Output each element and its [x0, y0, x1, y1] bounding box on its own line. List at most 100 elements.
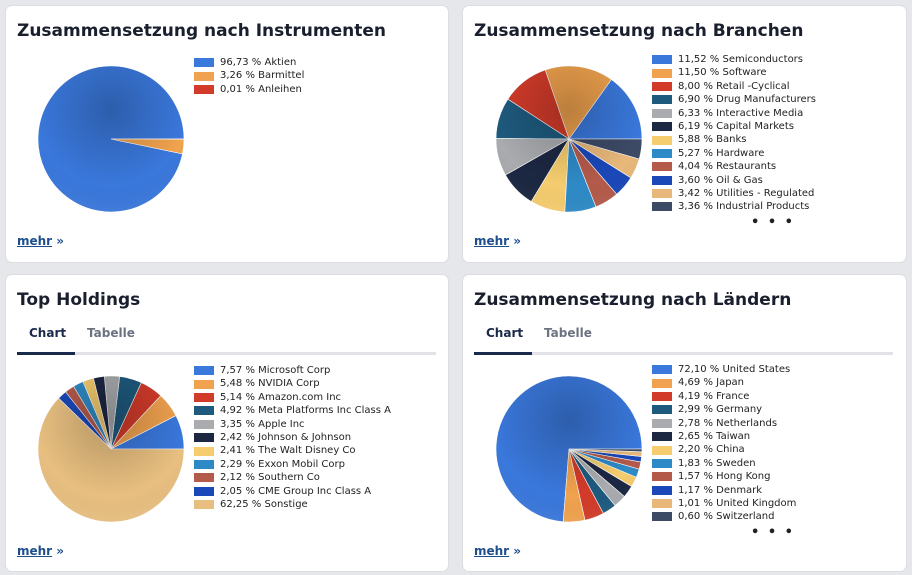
tab-bar: Chart Tabelle — [17, 321, 436, 355]
legend-instruments: 96,73 % Aktien 3,26 % Barmittel 0,01 % Anl… — [194, 56, 304, 96]
legend-item-denmark: 1,17 % Denmark — [652, 484, 796, 497]
more-link[interactable]: mehr » — [474, 544, 521, 558]
legend-swatch — [652, 445, 672, 455]
legend-swatch — [194, 419, 214, 429]
tab-track — [474, 352, 893, 355]
tab-table[interactable]: Tabelle — [87, 326, 135, 340]
legend-label: 4,92 % Meta Platforms Inc Class A — [220, 405, 391, 417]
legend-item-banks: 5,88 % Banks — [652, 133, 816, 146]
legend-swatch — [194, 366, 214, 376]
legend-label: 62,25 % Sonstige — [220, 498, 308, 510]
legend-label: 2,42 % Johnson & Johnson — [220, 431, 352, 443]
card-title: Zusammensetzung nach Branchen — [474, 21, 804, 41]
legend-label: 2,05 % CME Group Inc Class A — [220, 485, 372, 497]
legend-item-software: 11,50 % Software — [652, 66, 816, 79]
legend-swatch — [652, 391, 672, 401]
more-link-label: mehr — [17, 234, 53, 248]
legend-countries: 72,10 % United States 4,69 % Japan 4,19 % … — [652, 363, 796, 524]
tab-table[interactable]: Tabelle — [544, 326, 592, 340]
tab-active-indicator — [474, 352, 532, 355]
legend-label: 3,36 % Industrial Products — [678, 201, 810, 213]
tab-bar: Chart Tabelle — [474, 321, 893, 355]
legend-item-amazon-com-inc: 5,14 % Amazon.com Inc — [194, 391, 391, 404]
legend-swatch — [652, 95, 672, 105]
legend-more-dots: • • • — [751, 215, 795, 230]
double-chevron-right-icon: » — [513, 234, 522, 248]
legend-label: 11,50 % Software — [678, 67, 767, 79]
legend-item-japan: 4,69 % Japan — [652, 376, 796, 389]
legend-label: 0,01 % Anleihen — [220, 83, 302, 95]
more-link[interactable]: mehr » — [17, 544, 64, 558]
legend-item-the-walt-disney-co: 2,41 % The Walt Disney Co — [194, 444, 391, 457]
pie-chart-sectors — [495, 65, 643, 213]
legend-label: 1,17 % Denmark — [678, 484, 763, 496]
legend-item-industrial-products: 3,36 % Industrial Products — [652, 200, 816, 213]
legend-item-sonstige: 62,25 % Sonstige — [194, 498, 391, 511]
legend-item-germany: 2,99 % Germany — [652, 403, 796, 416]
legend-item-united-states: 72,10 % United States — [652, 363, 796, 376]
legend-item-exxon-mobil-corp: 2,29 % Exxon Mobil Corp — [194, 458, 391, 471]
legend-label: 4,19 % France — [678, 390, 750, 402]
legend-label: 1,57 % Hong Kong — [678, 471, 771, 483]
legend-label: 3,42 % Utilities - Regulated — [678, 187, 815, 199]
legend-swatch — [194, 406, 214, 416]
card-title: Top Holdings — [17, 290, 141, 310]
legend-label: 2,12 % Southern Co — [220, 472, 320, 484]
tab-chart[interactable]: Chart — [486, 326, 524, 340]
legend-label: 2,65 % Taiwan — [678, 430, 751, 442]
legend-label: 2,41 % The Walt Disney Co — [220, 445, 356, 457]
legend-label: 5,48 % NVIDIA Corp — [220, 378, 320, 390]
legend-item-drug-manufacturers: 6,90 % Drug Manufacturers — [652, 93, 816, 106]
tab-active-indicator — [17, 352, 75, 355]
more-link-label: mehr — [474, 234, 510, 248]
tab-chart[interactable]: Chart — [29, 326, 67, 340]
more-link[interactable]: mehr » — [17, 234, 64, 248]
legend-label: 5,14 % Amazon.com Inc — [220, 391, 342, 403]
legend-swatch — [652, 365, 672, 375]
legend-swatch — [194, 379, 214, 389]
legend-item-microsoft-corp: 7,57 % Microsoft Corp — [194, 364, 391, 377]
legend-label: 96,73 % Aktien — [220, 57, 297, 68]
legend-label: 0,60 % Switzerland — [678, 511, 775, 523]
legend-item-oil-gas: 3,60 % Oil & Gas — [652, 174, 816, 187]
legend-swatch — [652, 472, 672, 482]
legend-item-semiconductors: 11,52 % Semiconductors — [652, 53, 816, 66]
legend-label: 6,33 % Interactive Media — [678, 107, 804, 119]
legend-swatch — [194, 392, 214, 402]
legend-label: 2,20 % China — [678, 444, 745, 456]
legend-swatch — [194, 84, 214, 94]
more-link[interactable]: mehr » — [474, 234, 521, 248]
legend-item-netherlands: 2,78 % Netherlands — [652, 417, 796, 430]
legend-swatch — [652, 68, 672, 78]
legend-label: 1,01 % United Kingdom — [678, 497, 797, 509]
legend-item-barmittel: 3,26 % Barmittel — [194, 69, 304, 82]
legend-swatch — [194, 433, 214, 443]
legend-label: 8,00 % Retail -Cyclical — [678, 80, 790, 92]
legend-item-restaurants: 4,04 % Restaurants — [652, 160, 816, 173]
legend-sectors: 11,52 % Semiconductors 11,50 % Software 8,… — [652, 53, 816, 214]
legend-item-china: 2,20 % China — [652, 443, 796, 456]
legend-item-switzerland: 0,60 % Switzerland — [652, 510, 796, 523]
legend-swatch — [652, 485, 672, 495]
legend-top-holdings: 7,57 % Microsoft Corp 5,48 % NVIDIA Corp 5… — [194, 364, 391, 511]
legend-swatch — [652, 122, 672, 132]
legend-label: 7,57 % Microsoft Corp — [220, 365, 331, 376]
legend-swatch — [652, 458, 672, 468]
legend-label: 6,90 % Drug Manufacturers — [678, 94, 817, 106]
legend-swatch — [652, 162, 672, 172]
pie-chart-instruments — [37, 65, 185, 213]
legend-item-united-kingdom: 1,01 % United Kingdom — [652, 497, 796, 510]
legend-item-sweden: 1,83 % Sweden — [652, 457, 796, 470]
double-chevron-right-icon: » — [56, 234, 65, 248]
legend-swatch — [194, 486, 214, 496]
legend-label: 2,29 % Exxon Mobil Corp — [220, 458, 345, 470]
card-sectors: Zusammensetzung nach Branchen 11,52 % Se… — [463, 6, 906, 262]
legend-swatch — [652, 378, 672, 388]
card-top-holdings: Top Holdings Chart Tabelle 7,57 % Micros… — [6, 275, 448, 571]
legend-more-dots: • • • — [751, 525, 795, 540]
legend-swatch — [652, 81, 672, 91]
legend-label: 1,83 % Sweden — [678, 457, 756, 469]
more-link-label: mehr — [17, 544, 53, 558]
pie-chart-countries — [495, 375, 643, 523]
legend-item-apple-inc: 3,35 % Apple Inc — [194, 418, 391, 431]
